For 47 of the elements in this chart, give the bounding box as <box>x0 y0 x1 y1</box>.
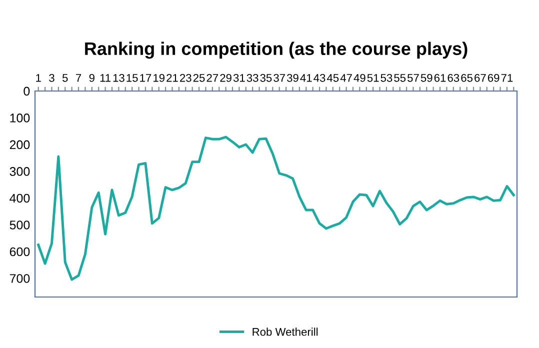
x-tick-label: 15 <box>126 74 138 82</box>
x-tick-label: 27 <box>206 74 218 82</box>
x-tick-label: 17 <box>140 74 152 82</box>
y-tick-label: 400 <box>10 194 30 203</box>
x-tick-label: 39 <box>286 74 298 82</box>
x-tick-label: 13 <box>113 74 124 82</box>
x-tick-label: 29 <box>220 74 232 82</box>
y-tick-label: 600 <box>10 247 30 256</box>
x-tick-label: 21 <box>166 74 178 82</box>
x-tick-label: 51 <box>367 74 379 82</box>
x-tick-label: 67 <box>474 74 486 82</box>
x-tick-label: 1 <box>36 74 41 82</box>
x-tick-label: 37 <box>274 74 285 82</box>
legend-label: Rob Wetherill <box>252 328 318 336</box>
x-tick-label: 5 <box>62 74 68 82</box>
x-tick-label: 7 <box>76 74 82 82</box>
y-tick-label: 100 <box>10 114 30 122</box>
x-tick-label: 41 <box>300 74 312 82</box>
x-tick-label: 25 <box>193 74 205 82</box>
x-tick-label: 23 <box>180 74 192 82</box>
x-tick-label: 33 <box>246 74 258 82</box>
x-tick-label: 55 <box>394 74 406 82</box>
x-tick-label: 65 <box>461 74 473 82</box>
y-tick-label: 500 <box>10 220 30 230</box>
x-tick-label: 59 <box>420 74 432 82</box>
chart-title: Ranking in competition (as the course plays) <box>85 42 468 59</box>
x-tick-label: 49 <box>354 74 366 82</box>
x-tick-label: 69 <box>488 74 500 82</box>
x-tick-label: 63 <box>448 74 460 82</box>
x-tick-label: 53 <box>380 74 392 82</box>
x-tick-label: 61 <box>434 74 446 82</box>
x-tick-label: 11 <box>100 74 111 82</box>
x-tick-label: 31 <box>233 74 245 82</box>
line-series <box>37 136 515 281</box>
y-tick-label: 0 <box>24 86 30 96</box>
x-tick-label: 35 <box>260 74 272 82</box>
y-tick-label: 700 <box>10 274 30 283</box>
x-tick-label: 9 <box>89 74 94 82</box>
y-tick-label: 200 <box>10 140 30 150</box>
x-tick-label: 45 <box>326 74 339 82</box>
x-tick-label: 57 <box>408 74 419 82</box>
x-tick-label: 71 <box>501 74 513 82</box>
x-tick-label: 47 <box>340 74 352 82</box>
x-tick-label: 19 <box>154 74 164 82</box>
x-tick-label: 3 <box>49 74 54 82</box>
x-tick-label: 43 <box>314 74 326 82</box>
y-tick-label: 300 <box>10 167 30 176</box>
